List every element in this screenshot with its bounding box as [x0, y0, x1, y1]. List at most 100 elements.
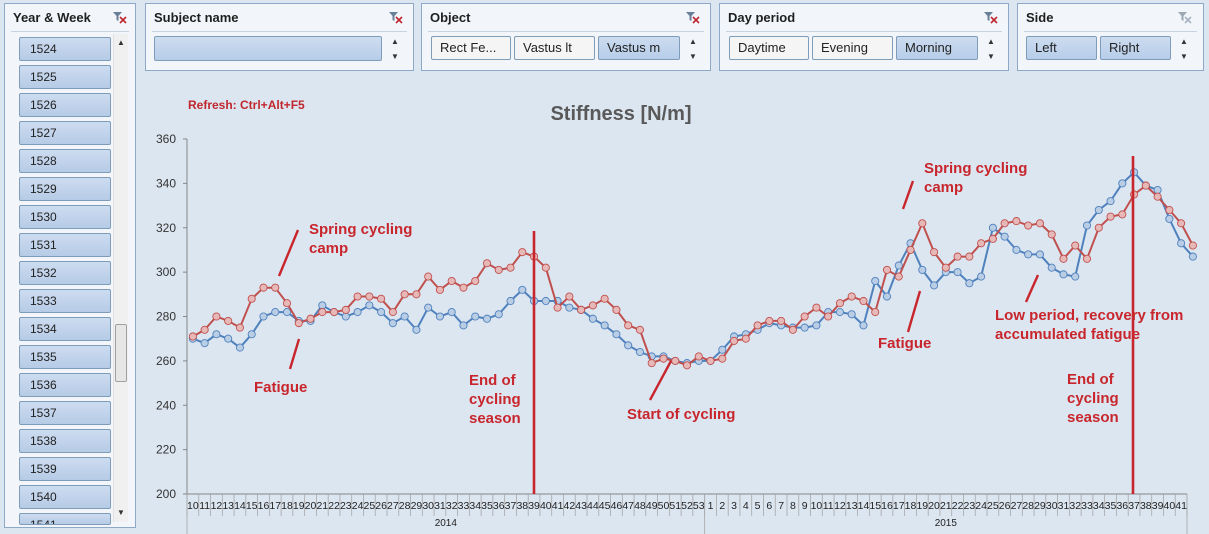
- year-week-item[interactable]: 1536: [19, 373, 111, 397]
- day-period-item-daytime[interactable]: Daytime: [729, 36, 809, 60]
- year-week-scrollbar[interactable]: ▲ ▼: [113, 34, 128, 522]
- data-point: [894, 272, 903, 281]
- x-tick-label: 45: [599, 500, 611, 512]
- year-week-item[interactable]: 1541: [19, 513, 111, 525]
- object-item-vastus-lt[interactable]: Vastus lt: [514, 36, 595, 60]
- year-week-item[interactable]: 1533: [19, 289, 111, 313]
- data-point: [671, 356, 680, 365]
- annotation-text: Fatigue: [254, 379, 307, 396]
- object-item-rect-fem[interactable]: Rect Fe...: [431, 36, 511, 60]
- y-tick-label: 300: [156, 265, 176, 279]
- annotation-text: camp: [924, 179, 963, 196]
- x-tick-label: 13: [846, 500, 858, 512]
- data-point: [1188, 241, 1197, 250]
- year-week-item[interactable]: 1537: [19, 401, 111, 425]
- scroll-down-icon[interactable]: ▼: [391, 52, 399, 61]
- clear-filter-icon[interactable]: [387, 9, 403, 25]
- x-tick-label: 23: [340, 500, 352, 512]
- day-period-slicer: Day period Daytime Evening Morning ▲ ▼: [719, 3, 1009, 71]
- year-week-item[interactable]: 1530: [19, 205, 111, 229]
- data-point: [1141, 181, 1150, 190]
- subject-scrollbar[interactable]: ▲ ▼: [388, 35, 402, 64]
- scroll-up-icon[interactable]: ▲: [1180, 37, 1188, 46]
- year-week-item[interactable]: 1534: [19, 317, 111, 341]
- clear-filter-icon[interactable]: [1176, 9, 1192, 25]
- scroll-down-icon[interactable]: ▼: [987, 52, 995, 61]
- x-tick-label: 32: [446, 500, 458, 512]
- data-point: [282, 299, 292, 308]
- data-point: [588, 301, 597, 310]
- subject-item[interactable]: [154, 36, 382, 61]
- data-point: [224, 316, 233, 325]
- subject-slicer-title: Subject name: [154, 10, 239, 25]
- data-point: [271, 283, 280, 292]
- day-period-item-evening[interactable]: Evening: [812, 36, 893, 60]
- clear-filter-icon[interactable]: [982, 9, 998, 25]
- scroll-up-icon[interactable]: ▲: [117, 38, 125, 47]
- year-week-item[interactable]: 1527: [19, 121, 111, 145]
- year-week-item[interactable]: 1540: [19, 485, 111, 509]
- object-scrollbar[interactable]: ▲ ▼: [686, 35, 700, 64]
- year-week-item[interactable]: 1539: [19, 457, 111, 481]
- data-point: [1012, 245, 1021, 254]
- side-item-left[interactable]: Left: [1026, 36, 1097, 60]
- data-point: [1153, 185, 1162, 195]
- scroll-up-icon[interactable]: ▲: [987, 37, 995, 46]
- year-week-item[interactable]: 1528: [19, 149, 111, 173]
- annotation-text: Low period, recovery from: [995, 307, 1183, 324]
- scroll-down-icon[interactable]: ▼: [1180, 52, 1188, 61]
- data-point: [1071, 272, 1080, 281]
- day-period-item-morning[interactable]: Morning: [896, 36, 978, 60]
- x-tick-label: 27: [1011, 500, 1023, 512]
- data-point: [624, 341, 633, 350]
- x-tick-label: 47: [622, 500, 634, 512]
- year-week-item[interactable]: 1526: [19, 93, 111, 117]
- scroll-down-icon[interactable]: ▼: [689, 52, 697, 61]
- data-point: [859, 321, 868, 330]
- data-point: [1118, 179, 1127, 188]
- scroll-down-icon[interactable]: ▼: [117, 508, 125, 517]
- data-point: [871, 308, 880, 317]
- year-week-item[interactable]: 1538: [19, 429, 111, 453]
- side-scrollbar[interactable]: ▲ ▼: [1177, 35, 1191, 64]
- year-week-item[interactable]: 1532: [19, 261, 111, 285]
- x-tick-label: 34: [469, 500, 481, 512]
- side-item-right[interactable]: Right: [1100, 36, 1171, 60]
- slicer-divider: [1024, 31, 1197, 32]
- data-point: [718, 345, 727, 354]
- x-tick-label: 23: [964, 500, 976, 512]
- scroll-thumb[interactable]: [115, 324, 127, 382]
- data-point: [1094, 223, 1103, 232]
- year-week-item[interactable]: 1525: [19, 65, 111, 89]
- annotation-pointer: [1024, 274, 1040, 303]
- data-point: [824, 308, 833, 317]
- annotation-pointer: [277, 229, 300, 277]
- annotation-text: End of: [469, 372, 517, 389]
- year-week-item[interactable]: 1524: [19, 37, 111, 61]
- x-tick-label: 5: [755, 500, 761, 512]
- object-item-vastus-m[interactable]: Vastus m: [598, 36, 680, 60]
- x-tick-label: 19: [293, 500, 305, 512]
- year-week-item[interactable]: 1535: [19, 345, 111, 369]
- data-point: [1177, 219, 1186, 228]
- data-point: [1000, 219, 1009, 228]
- data-point: [318, 308, 327, 317]
- day-period-scrollbar[interactable]: ▲ ▼: [984, 35, 998, 64]
- x-tick-label: 25: [364, 500, 376, 512]
- annotation-text: season: [469, 410, 521, 427]
- clear-filter-icon[interactable]: [684, 9, 700, 25]
- year-week-item[interactable]: 1531: [19, 233, 111, 257]
- x-tick-label: 28: [399, 500, 411, 512]
- year-week-item[interactable]: 1529: [19, 177, 111, 201]
- clear-filter-icon[interactable]: [111, 9, 127, 25]
- data-point: [800, 323, 809, 332]
- data-point: [682, 361, 692, 370]
- scroll-up-icon[interactable]: ▲: [689, 37, 697, 46]
- data-point: [988, 234, 997, 243]
- x-tick-label: 49: [646, 500, 658, 512]
- data-point: [506, 263, 515, 272]
- data-point: [306, 314, 315, 323]
- data-point: [235, 323, 244, 332]
- data-point: [977, 239, 986, 248]
- scroll-up-icon[interactable]: ▲: [391, 37, 399, 46]
